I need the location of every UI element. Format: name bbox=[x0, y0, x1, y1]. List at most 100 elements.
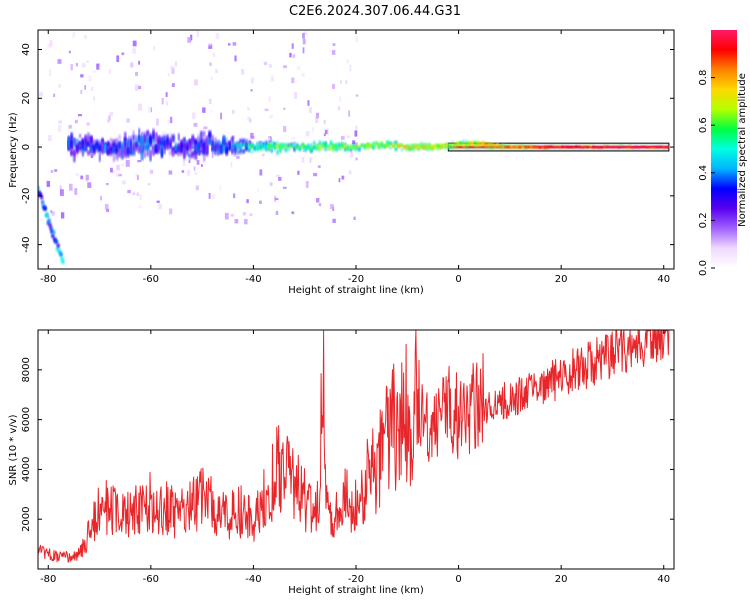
band-cell bbox=[468, 141, 471, 145]
band-cell bbox=[400, 144, 403, 147]
band-cell bbox=[406, 144, 409, 147]
y-tick-label: 2000 bbox=[21, 506, 32, 531]
band-cell bbox=[166, 134, 169, 143]
noise-cell bbox=[74, 188, 78, 195]
noise-cell bbox=[93, 96, 96, 101]
band-cell bbox=[225, 145, 228, 153]
noise-cell bbox=[283, 65, 288, 69]
band-cell bbox=[471, 142, 474, 146]
band-cell bbox=[422, 146, 426, 150]
band-cell bbox=[217, 144, 220, 150]
band-cell bbox=[288, 144, 290, 148]
band-cell bbox=[445, 147, 448, 150]
band-cell bbox=[462, 142, 465, 144]
band-cell bbox=[293, 142, 296, 145]
band-cell bbox=[372, 142, 375, 145]
band-cell bbox=[409, 143, 412, 147]
band-cell bbox=[547, 146, 550, 148]
band-cell bbox=[660, 146, 662, 148]
band-cell bbox=[304, 148, 307, 152]
band-cell bbox=[191, 145, 195, 150]
band-cell bbox=[177, 144, 180, 151]
band-cell bbox=[130, 139, 132, 150]
band-cell bbox=[442, 144, 446, 148]
band-cell bbox=[236, 144, 240, 148]
noise-cell bbox=[87, 182, 92, 188]
noise-cell bbox=[119, 151, 123, 156]
noise-cell bbox=[68, 50, 71, 54]
noise-cell bbox=[249, 140, 252, 147]
band-cell bbox=[273, 143, 276, 145]
noise-cell bbox=[190, 34, 193, 41]
band-cell bbox=[420, 142, 423, 145]
band-cell bbox=[256, 144, 259, 149]
band-cell bbox=[510, 145, 513, 147]
band-cell bbox=[414, 146, 417, 148]
band-cell bbox=[123, 145, 127, 156]
noise-cell bbox=[49, 69, 51, 77]
band-cell bbox=[158, 145, 160, 151]
noise-cell bbox=[257, 188, 260, 193]
band-cell bbox=[516, 147, 519, 149]
noise-cell bbox=[86, 122, 90, 126]
noise-cell bbox=[135, 71, 139, 76]
band-cell bbox=[214, 137, 217, 143]
noise-cell bbox=[353, 216, 356, 220]
band-cell bbox=[152, 130, 155, 141]
band-cell bbox=[592, 146, 595, 148]
band-cell bbox=[287, 149, 290, 152]
band-cell bbox=[135, 142, 138, 152]
band-cell bbox=[516, 145, 519, 148]
band-cell bbox=[318, 143, 321, 148]
noise-cell bbox=[212, 52, 216, 57]
band-cell bbox=[527, 145, 530, 147]
band-cell bbox=[259, 146, 262, 149]
snr-panel: -80 -60 -40 -20 0 20 40 2000 4000 6000 8000 Heigh… bbox=[8, 329, 675, 596]
band-cell bbox=[203, 142, 206, 154]
y-tick-label: 40 bbox=[21, 43, 32, 56]
band-cell bbox=[87, 137, 90, 144]
band-cell bbox=[245, 146, 248, 151]
y-tick-label: 8000 bbox=[21, 357, 32, 382]
band-cell bbox=[575, 145, 578, 148]
band-cell bbox=[231, 137, 234, 145]
noise-cell bbox=[309, 157, 312, 163]
band-cell bbox=[426, 144, 428, 148]
noise-cell bbox=[340, 80, 342, 84]
band-cell bbox=[299, 147, 301, 151]
noise-cell bbox=[58, 120, 63, 124]
band-cell bbox=[476, 140, 479, 143]
band-cell bbox=[129, 146, 133, 155]
band-cell bbox=[420, 146, 423, 150]
band-cell bbox=[628, 144, 632, 146]
y-tick-label: -20 bbox=[21, 188, 32, 204]
band-cell bbox=[256, 142, 260, 145]
noise-cell bbox=[165, 92, 168, 98]
band-cell bbox=[144, 140, 146, 148]
band-cell bbox=[539, 145, 541, 148]
noise-cell bbox=[68, 124, 73, 129]
band-cell bbox=[394, 143, 398, 146]
x-tick-label: 40 bbox=[657, 274, 670, 285]
y-tick-label: 0 bbox=[21, 144, 32, 150]
band-cell bbox=[453, 143, 457, 147]
band-cell bbox=[454, 145, 457, 149]
band-cell bbox=[222, 147, 226, 154]
band-cell bbox=[530, 146, 533, 148]
band-cell bbox=[211, 147, 214, 151]
band-cell bbox=[301, 145, 304, 148]
noise-cell bbox=[224, 212, 229, 220]
band-cell bbox=[282, 146, 285, 150]
noise-cell bbox=[181, 170, 185, 173]
noise-cell bbox=[75, 62, 78, 67]
band-cell bbox=[505, 144, 507, 147]
noise-cell bbox=[108, 115, 111, 121]
noise-cell bbox=[303, 31, 308, 36]
noise-cell bbox=[194, 79, 198, 86]
noise-cell bbox=[207, 43, 212, 46]
band-cell bbox=[617, 145, 620, 147]
noise-cell bbox=[210, 76, 213, 81]
noise-cell bbox=[156, 118, 159, 126]
band-cell bbox=[629, 145, 631, 148]
band-cell bbox=[592, 145, 595, 147]
